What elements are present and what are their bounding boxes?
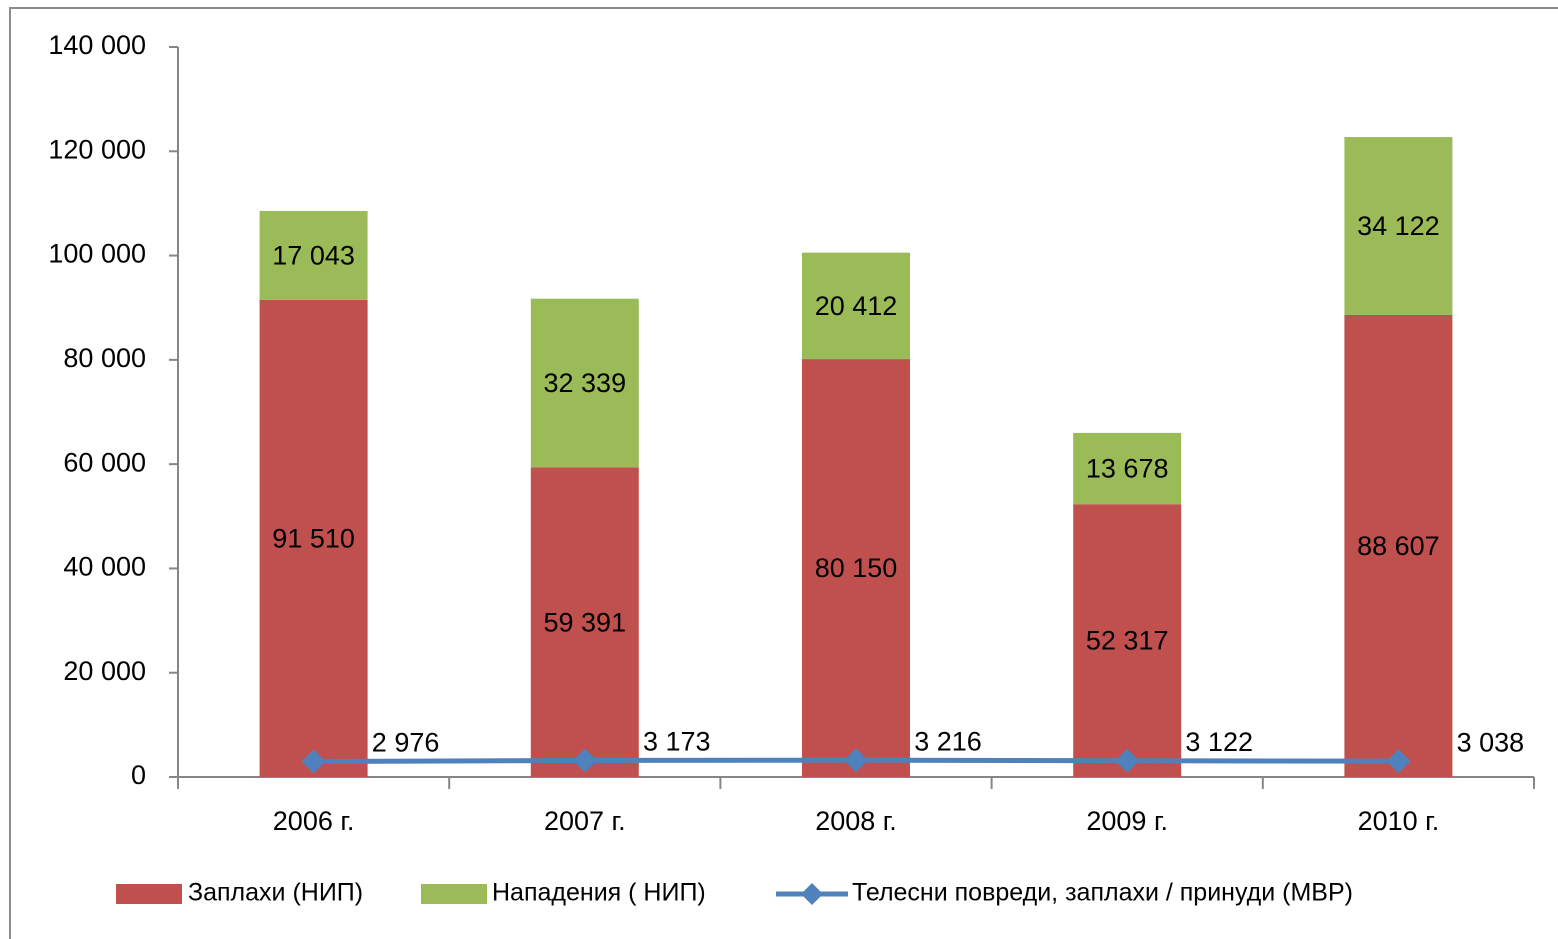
data-label: 3 122 xyxy=(1185,727,1253,757)
y-tick-label: 20 000 xyxy=(63,656,146,686)
bar-segment xyxy=(1073,432,1182,505)
data-label: 3 216 xyxy=(914,726,982,756)
legend-label: Телесни повреди, заплахи / принуди (МВР) xyxy=(852,879,1353,907)
bar-segment xyxy=(1344,137,1453,315)
bar-segment xyxy=(1344,314,1453,777)
data-label: 88 607 xyxy=(1357,531,1440,561)
line-marker xyxy=(844,748,868,773)
data-label: 32 339 xyxy=(544,368,627,398)
y-tick-label: 100 000 xyxy=(48,239,146,269)
chart-frame xyxy=(9,7,1558,939)
data-label: 13 678 xyxy=(1086,454,1169,484)
data-label: 59 391 xyxy=(544,607,627,637)
y-tick-label: 140 000 xyxy=(48,30,146,60)
data-label: 2 976 xyxy=(372,728,440,758)
bar-segment xyxy=(1073,504,1182,777)
bar-segment xyxy=(530,298,639,468)
data-label: 20 412 xyxy=(815,291,898,321)
line-marker xyxy=(301,749,326,774)
bar-segment xyxy=(259,210,368,300)
bar-segment xyxy=(802,252,910,360)
data-label: 80 150 xyxy=(815,553,898,583)
legend-label: Нападения ( НИП) xyxy=(492,879,706,907)
x-tick-label: 2008 г. xyxy=(815,806,897,836)
y-tick-label: 80 000 xyxy=(63,343,146,373)
legend-key xyxy=(116,884,182,904)
data-label: 3 173 xyxy=(643,727,711,757)
legend-key xyxy=(421,884,487,904)
line-marker xyxy=(1386,749,1411,774)
x-tick-label: 2009 г. xyxy=(1086,806,1168,836)
x-tick-label: 2007 г. xyxy=(544,806,626,836)
data-label: 52 317 xyxy=(1086,626,1169,656)
line-marker xyxy=(572,748,597,773)
y-tick-label: 0 xyxy=(131,760,146,790)
x-tick-label: 2010 г. xyxy=(1358,806,1440,836)
line-marker xyxy=(1115,748,1140,773)
bar-segment xyxy=(530,467,639,777)
y-tick-label: 60 000 xyxy=(63,447,146,477)
x-tick-label: 2006 г. xyxy=(273,806,355,836)
y-tick-label: 120 000 xyxy=(48,134,146,164)
y-tick-label: 40 000 xyxy=(63,552,146,582)
data-label: 3 038 xyxy=(1457,727,1525,757)
data-label: 17 043 xyxy=(272,241,355,271)
legend-key-marker xyxy=(801,883,823,905)
bar-segment xyxy=(259,299,368,777)
data-label: 91 510 xyxy=(272,524,355,554)
bar-segment xyxy=(802,359,910,777)
legend-label: Заплахи (НИП) xyxy=(188,879,363,907)
data-label: 34 122 xyxy=(1357,211,1440,241)
